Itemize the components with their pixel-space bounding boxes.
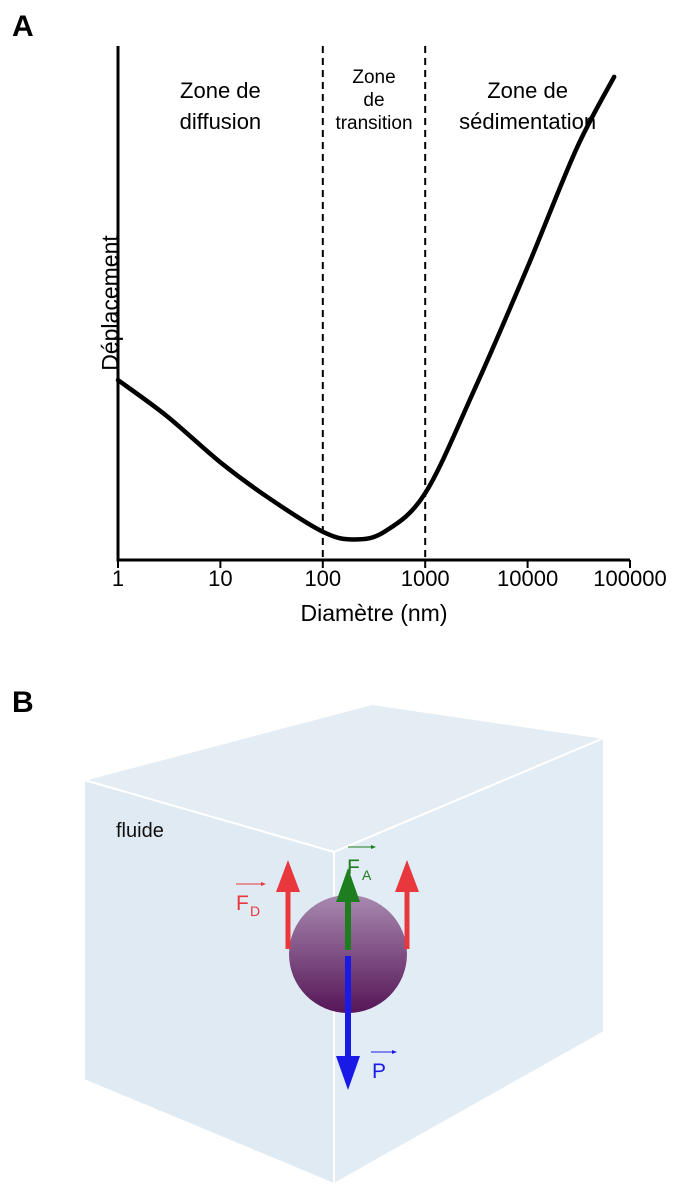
x-axis-label: Diamètre (nm) [301,600,448,626]
panel-a-label: A [12,10,34,43]
displacement-chart: 1 10 100 1000 10000 100000 Zone dediffusionZo… [97,46,667,626]
buoyancy-force-label: F A [347,845,376,883]
drag-vector-bar-tip [261,882,266,886]
series-group [115,74,617,542]
zone-label-line: transition [335,113,412,134]
panel-b-label: B [12,686,34,719]
particle-sphere [289,895,407,1013]
zone-label-line: Zone de [487,78,568,103]
drag-force-arrows [276,860,419,949]
drag-subscript: D [250,903,260,919]
x-tick-label: 1 [112,566,124,591]
y-axis-label: Déplacement [97,235,123,371]
drag-letter: F [236,892,249,915]
drag-arrowhead-left [276,860,300,892]
x-tick-label: 100 [304,566,341,591]
zone-label-line: de [363,90,384,111]
weight-force-label: P [371,1050,397,1083]
fluid-box [80,702,608,1186]
zone-label-line: Zone [352,67,395,88]
buoyancy-vector-bar-tip [371,845,376,849]
chart-axes [116,46,631,568]
zone-boundary-lines [321,46,427,560]
drag-arrowhead-right [395,860,419,892]
buoyancy-arrowhead [336,868,360,902]
x-tick-label: 1000 [401,566,450,591]
box-side-face [333,736,605,1186]
fluid-label: fluide [116,820,164,842]
x-tick-label: 10 [208,566,232,591]
zone-label-line: diffusion [180,109,262,134]
buoyancy-letter: F [347,856,360,879]
x-tick-label: 100000 [593,566,666,591]
drag-force-label: F D [236,882,266,919]
displacement-curve [115,74,617,542]
zone-label-line: sédimentation [459,109,596,134]
weight-arrowhead [336,1056,360,1090]
x-tick-label: 10000 [497,566,558,591]
weight-force-arrow [336,956,360,1090]
weight-letter: P [372,1060,386,1083]
zone-label-line: Zone de [180,78,261,103]
weight-vector-bar-tip [392,1050,397,1054]
buoyancy-force-arrow [336,868,360,950]
buoyancy-subscript: A [362,867,372,883]
force-diagram: fluide F D F A P [80,702,608,1186]
x-tick-labels: 1 10 100 1000 10000 100000 [112,566,667,591]
